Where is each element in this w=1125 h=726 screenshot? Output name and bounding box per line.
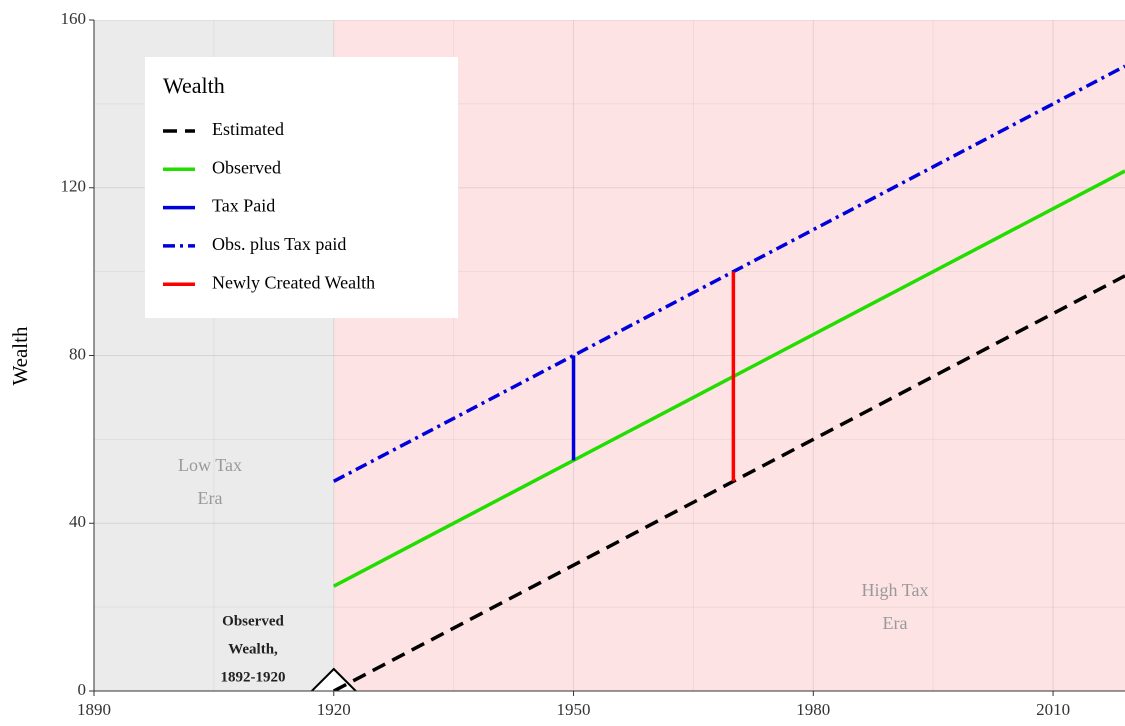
y-tick-label: 160: [61, 9, 87, 28]
y-tick-label: 40: [69, 512, 86, 531]
x-tick-label: 1890: [77, 700, 111, 719]
y-tick-label: 80: [69, 344, 86, 363]
legend-label: Observed: [212, 157, 281, 177]
legend-label: Estimated: [212, 119, 284, 139]
line-series: [332, 274, 1125, 691]
annotation: Era: [198, 488, 223, 508]
legend-label: Newly Created Wealth: [212, 272, 375, 292]
legend-box: [145, 57, 458, 318]
legend-title: Wealth: [163, 73, 225, 98]
annotation: 1892-1920: [221, 669, 286, 685]
y-tick-label: 120: [61, 177, 87, 196]
annotation: Observed: [222, 613, 284, 629]
annotation: High Tax: [862, 580, 929, 600]
y-axis-label: Wealth: [8, 326, 32, 385]
legend-label: Obs. plus Tax paid: [212, 234, 346, 254]
annotation: Low Tax: [178, 455, 242, 475]
x-tick-label: 1920: [317, 700, 351, 719]
y-tick-label: 0: [78, 680, 87, 699]
x-tick-label: 2010: [1036, 700, 1070, 719]
annotation: Era: [883, 613, 908, 633]
legend: Wealth Estimated Observed Tax Paid Obs. plus…: [145, 57, 458, 318]
x-tick-label: 1950: [557, 700, 591, 719]
legend-label: Tax Paid: [212, 196, 275, 216]
line-series: [332, 64, 1125, 483]
shaded-region: [333, 20, 1125, 691]
x-tick-label: 1980: [796, 700, 830, 719]
line-series: [332, 169, 1125, 588]
annotation: Wealth,: [228, 641, 278, 657]
